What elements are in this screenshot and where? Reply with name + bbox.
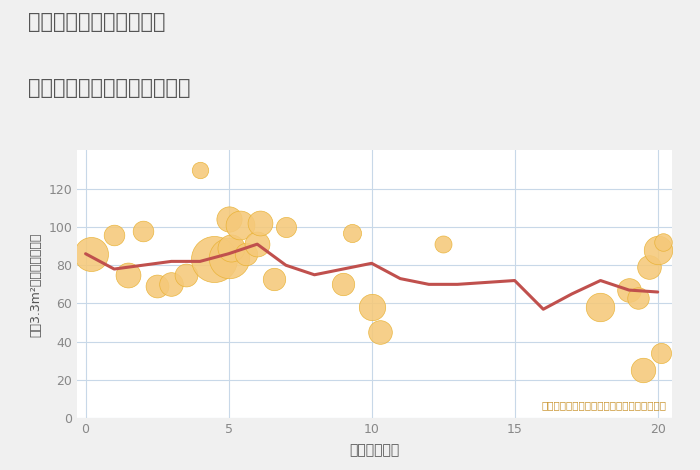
Point — [209, 256, 220, 263]
Point — [151, 282, 162, 290]
Point — [108, 231, 120, 238]
Point — [337, 281, 349, 288]
Point — [234, 221, 246, 229]
Point — [251, 241, 262, 248]
Point — [240, 250, 251, 258]
Point — [226, 244, 237, 252]
Point — [632, 294, 643, 302]
Point — [195, 166, 206, 173]
Point — [137, 227, 148, 235]
X-axis label: 駅距離（分）: 駅距離（分） — [349, 443, 400, 457]
Point — [223, 254, 235, 261]
Point — [346, 229, 357, 236]
Point — [280, 223, 291, 231]
Point — [638, 367, 649, 374]
Text: 円の大きさは、取引のあった物件面積を示す: 円の大きさは、取引のあった物件面積を示す — [541, 400, 666, 410]
Y-axis label: 坪（3.3m²）単価（万円）: 坪（3.3m²）単価（万円） — [29, 232, 43, 337]
Point — [624, 286, 635, 294]
Point — [223, 216, 235, 223]
Point — [85, 250, 97, 258]
Point — [595, 304, 606, 311]
Point — [255, 219, 266, 227]
Point — [269, 275, 280, 282]
Point — [366, 304, 377, 311]
Point — [166, 281, 177, 288]
Point — [123, 271, 134, 279]
Point — [374, 329, 386, 336]
Point — [643, 263, 655, 271]
Point — [655, 350, 666, 357]
Text: 三重県津市安濃町中川の: 三重県津市安濃町中川の — [28, 12, 165, 32]
Text: 駅距離別中古マンション価格: 駅距離別中古マンション価格 — [28, 78, 190, 98]
Point — [438, 241, 449, 248]
Point — [658, 238, 669, 246]
Point — [180, 271, 191, 279]
Point — [652, 246, 664, 254]
